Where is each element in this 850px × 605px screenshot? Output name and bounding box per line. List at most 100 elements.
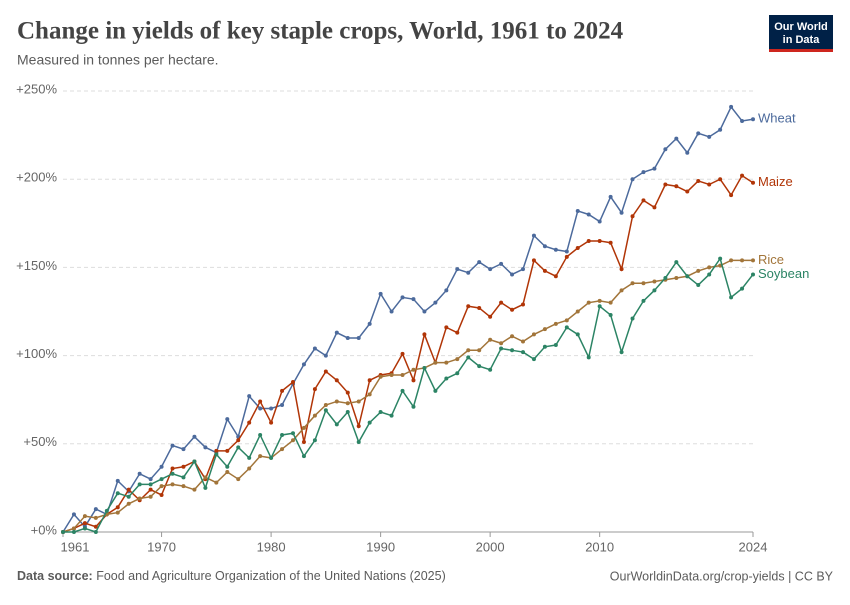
data-point xyxy=(619,210,624,215)
data-point xyxy=(477,364,482,369)
data-point xyxy=(422,332,427,337)
data-point xyxy=(685,189,690,194)
data-point xyxy=(707,134,712,139)
data-point xyxy=(301,425,306,430)
data-point xyxy=(630,316,635,321)
data-point xyxy=(400,295,405,300)
data-point xyxy=(258,454,263,459)
data-point xyxy=(367,321,372,326)
data-point xyxy=(466,355,471,360)
legend-label: Wheat xyxy=(758,111,796,126)
data-point xyxy=(444,325,449,330)
series-line xyxy=(63,256,754,533)
data-point xyxy=(455,267,460,272)
data-point xyxy=(312,413,317,418)
data-point xyxy=(521,302,525,307)
data-point xyxy=(159,464,164,469)
data-point xyxy=(685,150,690,155)
data-point xyxy=(729,193,734,198)
data-point xyxy=(751,258,755,263)
data-point xyxy=(389,413,394,418)
data-point xyxy=(148,494,153,499)
data-point xyxy=(356,335,361,340)
legend-label: Maize xyxy=(758,174,793,189)
data-point xyxy=(630,177,635,182)
data-point xyxy=(477,305,482,310)
data-point xyxy=(663,182,668,187)
y-tick-label: +150% xyxy=(16,258,57,273)
data-point xyxy=(696,131,701,136)
data-point xyxy=(488,367,493,372)
data-point xyxy=(378,291,383,296)
footer-url[interactable]: OurWorldinData.org/crop-yields | CC BY xyxy=(610,569,834,583)
data-point xyxy=(159,492,164,497)
data-point xyxy=(137,496,142,501)
data-point xyxy=(411,378,416,383)
data-point xyxy=(170,466,175,471)
data-point xyxy=(203,445,208,450)
data-point xyxy=(422,365,427,370)
data-point xyxy=(652,205,657,210)
data-point xyxy=(619,267,624,272)
data-point xyxy=(192,459,197,464)
data-point xyxy=(82,526,87,531)
data-point xyxy=(247,420,252,425)
data-point xyxy=(400,388,405,393)
data-point xyxy=(575,245,580,250)
data-point xyxy=(444,360,449,365)
data-point xyxy=(575,309,580,314)
data-point xyxy=(674,136,679,141)
data-point xyxy=(619,350,624,355)
data-point xyxy=(312,438,317,443)
data-point xyxy=(323,353,328,358)
data-point xyxy=(696,268,701,273)
data-point xyxy=(301,440,306,445)
data-point xyxy=(444,376,449,381)
data-point xyxy=(411,367,416,372)
data-point xyxy=(652,288,657,293)
data-point xyxy=(334,378,339,383)
data-point xyxy=(597,219,602,224)
data-point xyxy=(433,360,438,365)
data-point xyxy=(334,399,339,404)
data-point xyxy=(608,313,613,318)
data-point xyxy=(586,212,591,217)
data-point xyxy=(553,274,558,279)
data-point xyxy=(422,309,427,314)
data-point xyxy=(312,346,317,351)
data-point xyxy=(499,341,504,346)
y-tick-label: +200% xyxy=(16,170,57,185)
data-point xyxy=(367,378,372,383)
data-point xyxy=(521,267,525,272)
data-point xyxy=(269,406,274,411)
data-point xyxy=(214,452,219,457)
data-point xyxy=(729,104,734,109)
data-point xyxy=(258,406,263,411)
data-point xyxy=(466,304,471,309)
source-text: Food and Agriculture Organization of the… xyxy=(96,569,446,583)
data-point xyxy=(608,240,613,245)
data-point xyxy=(159,484,164,489)
data-point xyxy=(466,348,471,353)
data-point xyxy=(521,339,525,344)
logo[interactable]: Our World in Data xyxy=(769,15,833,52)
data-point xyxy=(71,530,76,534)
data-point xyxy=(312,387,317,392)
data-point xyxy=(345,390,350,395)
data-point xyxy=(137,471,142,476)
series xyxy=(61,256,755,534)
data-point xyxy=(707,182,712,187)
data-point xyxy=(126,501,131,506)
logo-text: Our World xyxy=(774,21,828,33)
data-point xyxy=(597,298,602,303)
data-point xyxy=(258,432,263,437)
data-point xyxy=(247,455,252,460)
data-point xyxy=(170,471,175,476)
data-point xyxy=(181,464,186,469)
data-point xyxy=(411,297,416,302)
data-point xyxy=(126,494,131,499)
legend-label: Rice xyxy=(758,252,784,267)
data-point xyxy=(531,233,536,238)
data-point xyxy=(61,530,65,534)
data-point xyxy=(400,373,405,378)
